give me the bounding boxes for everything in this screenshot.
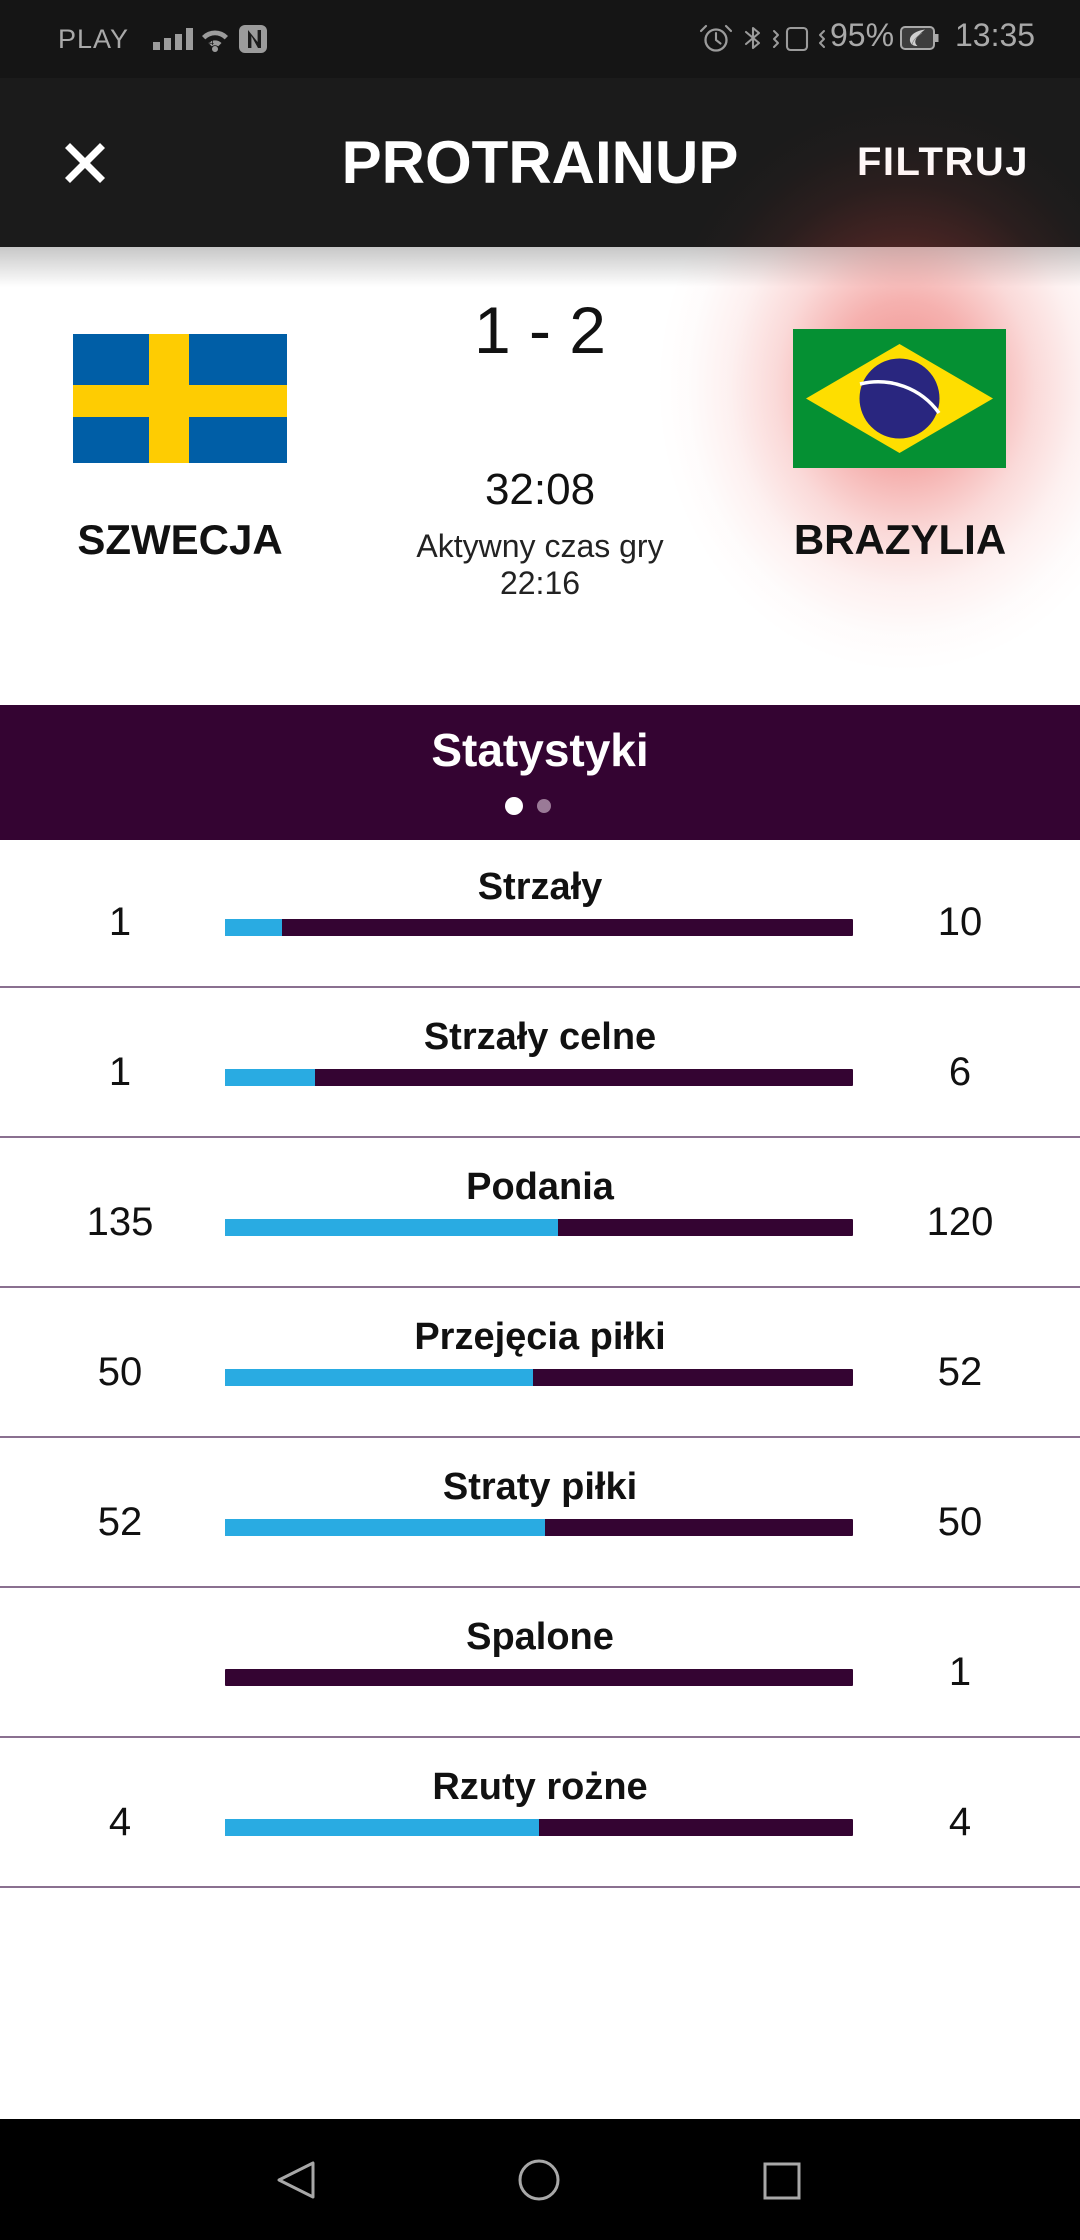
- svg-text:4: 4: [209, 37, 214, 47]
